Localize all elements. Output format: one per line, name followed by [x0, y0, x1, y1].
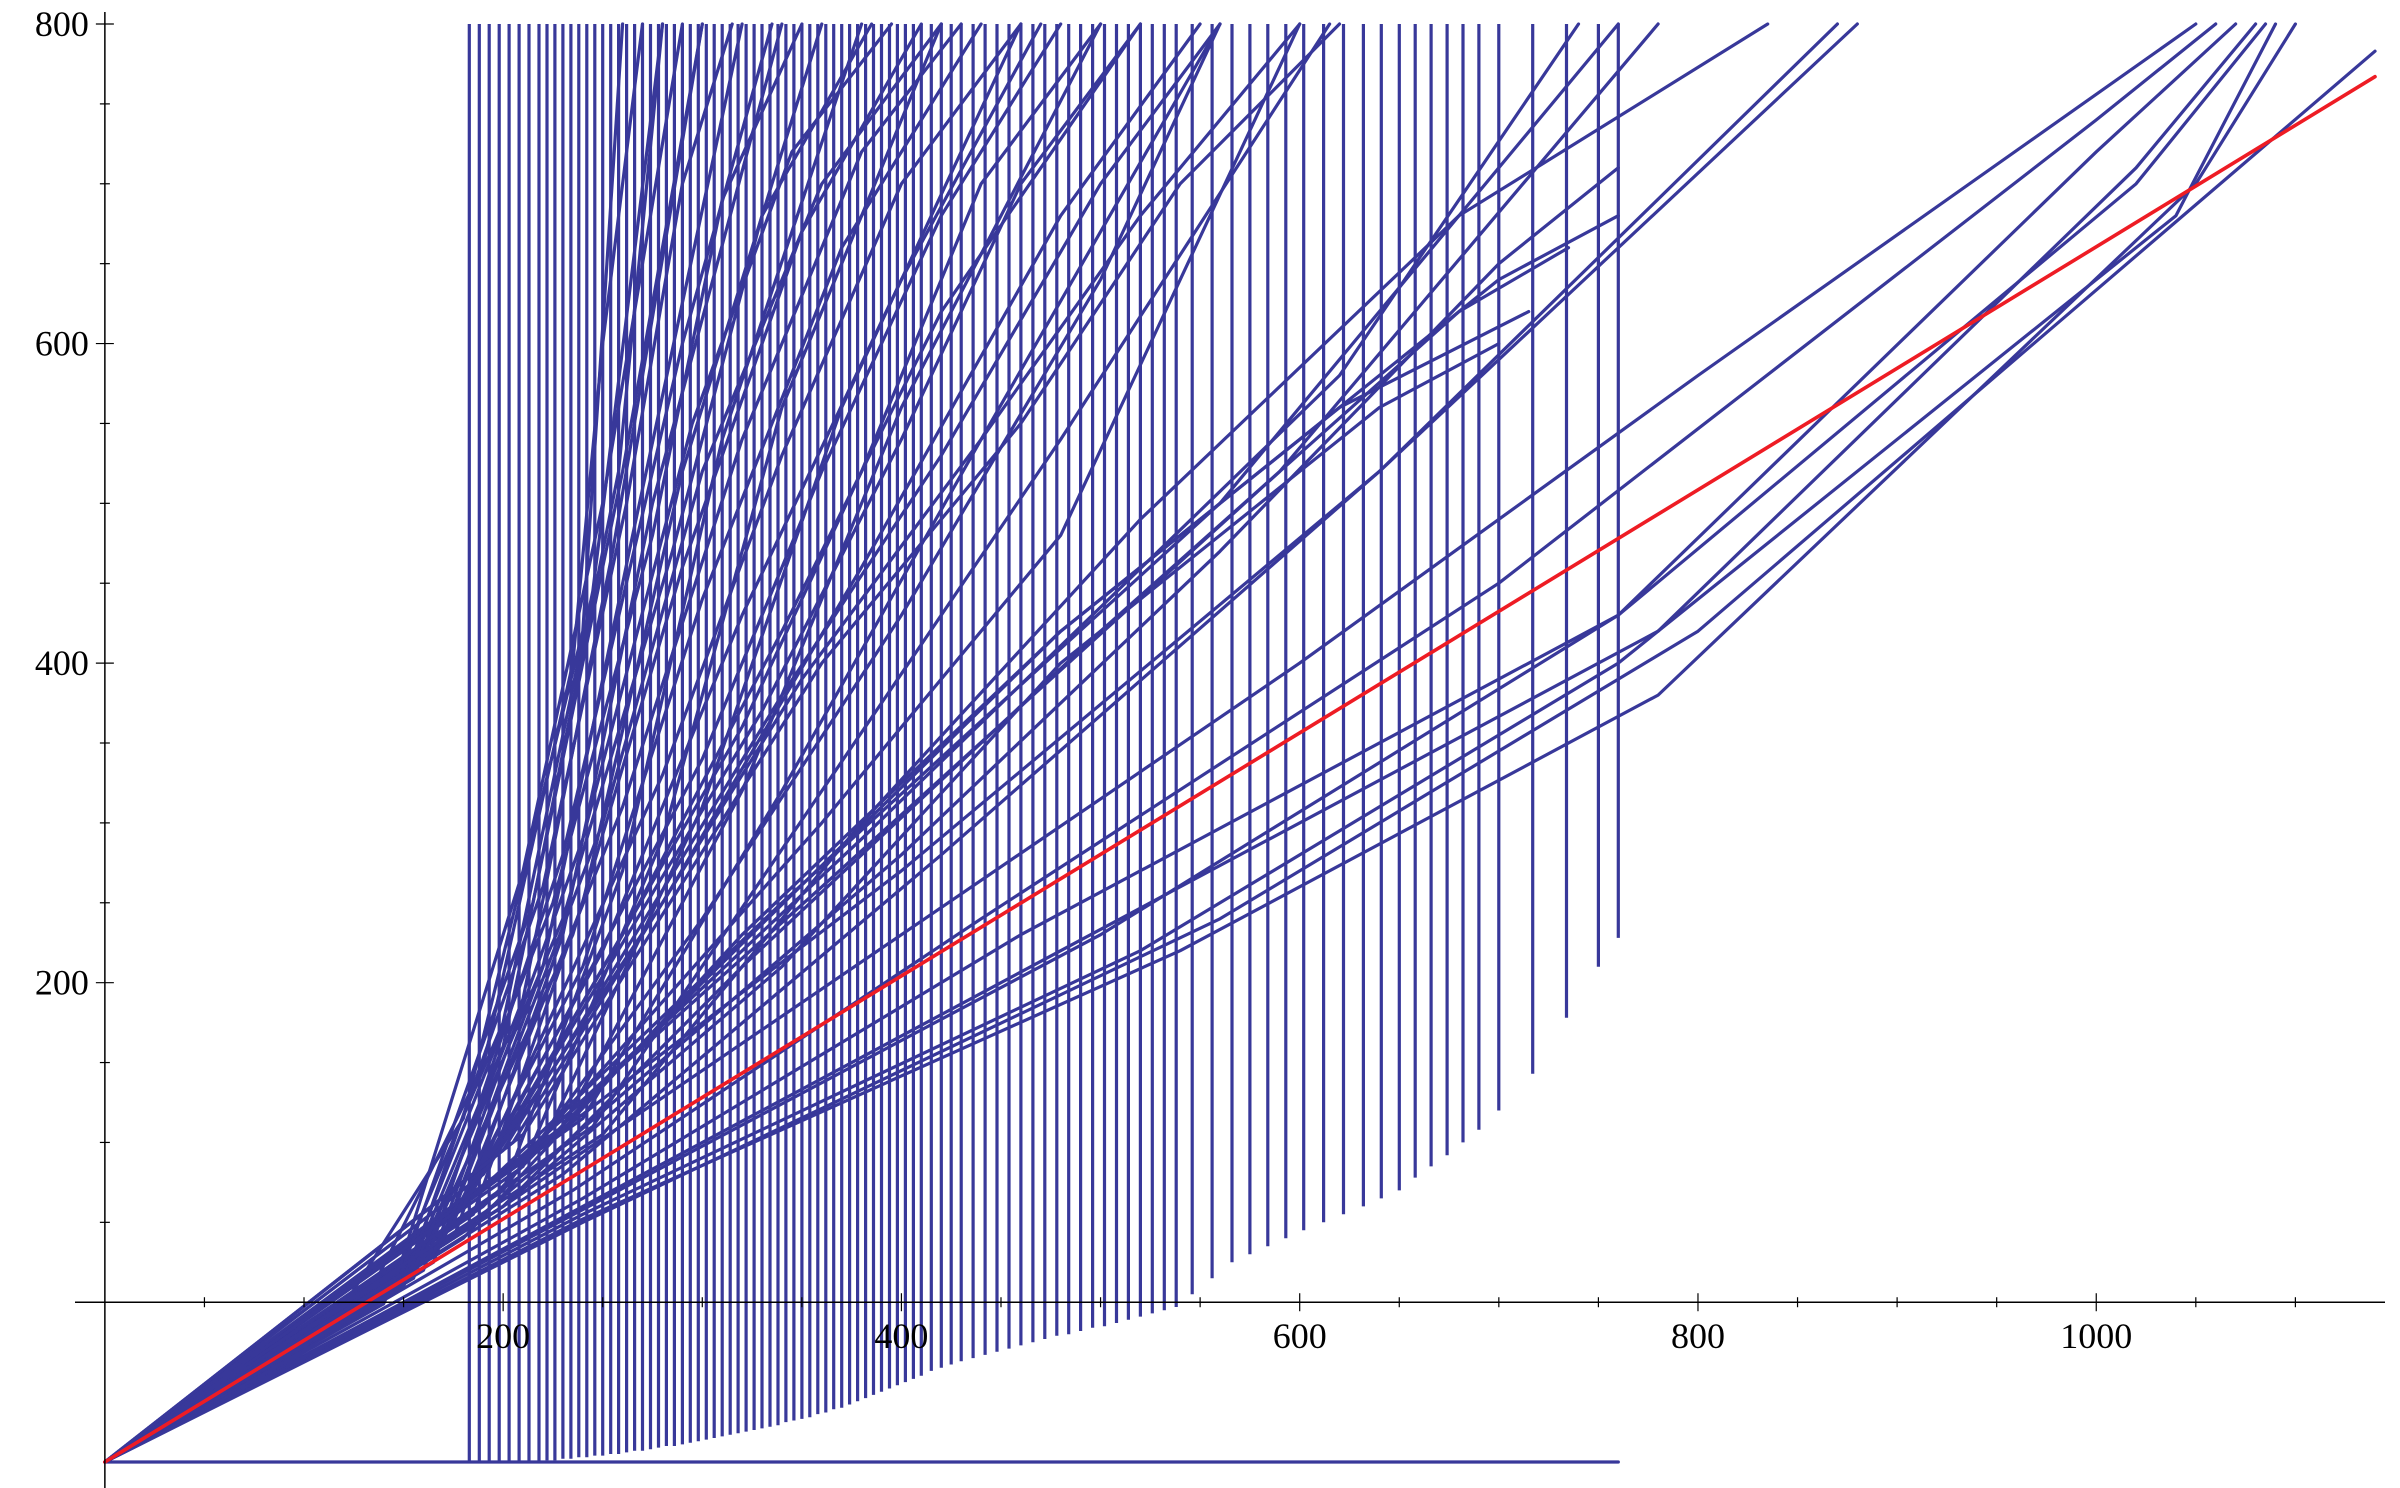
x-tick-label: 600 — [1273, 1316, 1327, 1356]
y-tick-label: 600 — [35, 324, 89, 364]
axes: 200 400 600 800 1000 200 400 600 800 — [35, 4, 2385, 1488]
series-line — [103, 22, 704, 1464]
series-line — [103, 22, 2268, 1464]
series-line — [103, 22, 1342, 1464]
x-tick-label: 400 — [874, 1316, 928, 1356]
y-tick-label: 800 — [35, 4, 89, 44]
x-tick-label: 800 — [1671, 1316, 1725, 1356]
reference-series-line — [103, 74, 2377, 1464]
series-line — [103, 22, 923, 1464]
series-line — [103, 22, 2238, 1464]
series-line — [103, 22, 1840, 1464]
series-layer — [103, 22, 2377, 1464]
series-line — [103, 22, 2258, 1464]
y-tick-label: 200 — [35, 963, 89, 1003]
series-line — [103, 22, 2278, 1464]
series-line — [103, 22, 1302, 1464]
series-line — [103, 22, 943, 1464]
x-tick-label: 1000 — [2060, 1316, 2132, 1356]
series-line — [103, 22, 894, 1464]
series-line — [103, 22, 963, 1464]
series-line — [103, 22, 2218, 1464]
y-ticks: 200 400 600 800 — [35, 4, 114, 1223]
series-line — [103, 22, 1023, 1464]
series-line — [103, 22, 864, 1464]
series-line — [103, 22, 1620, 1464]
series-line — [103, 22, 665, 1464]
series-line — [103, 22, 2297, 1464]
series-line — [103, 22, 625, 1464]
series-line — [103, 22, 1770, 1464]
y-tick-label: 400 — [35, 643, 89, 683]
x-tick-label: 200 — [476, 1316, 530, 1356]
series-line — [103, 22, 1332, 1464]
series-line — [103, 22, 1063, 1464]
x-ticks: 200 400 600 800 1000 — [203, 1293, 2296, 1356]
series-line — [103, 22, 1103, 1464]
